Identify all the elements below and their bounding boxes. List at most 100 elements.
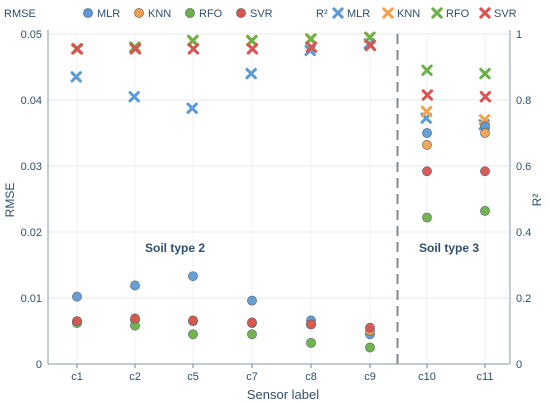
legend-swatch-cross-knn [382, 7, 394, 19]
r2-point-mlr [245, 67, 257, 80]
y-tick-label-left: 0.05 [21, 29, 42, 41]
legend-swatch-circle-rfo [185, 8, 195, 18]
y-tick-label-right: 0.8 [516, 95, 531, 107]
r2-point-rfo [421, 64, 433, 76]
rmse-point-svr [422, 166, 432, 177]
cross-stroke [128, 91, 140, 103]
y-tick-label-right: 0.4 [516, 227, 531, 239]
cross-stroke [187, 43, 200, 55]
cross-stroke [246, 34, 258, 47]
annotation-soil-type: Soil type 2 [145, 241, 205, 255]
x-tick-label: c9 [364, 371, 376, 383]
y-tick-label-left: 0 [36, 359, 42, 371]
rmse-point-mlr [130, 280, 140, 291]
cross-stroke [71, 43, 84, 55]
cross-stroke [305, 33, 317, 45]
r2-point-mlr [186, 102, 198, 114]
r2-point-rfo [305, 33, 317, 45]
rmse-point-svr [480, 166, 490, 177]
cross-stroke [479, 91, 492, 103]
x-tick-label: c8 [305, 371, 317, 383]
r2-point-rfo [187, 34, 199, 47]
y-tick-label-left: 0.01 [21, 293, 42, 305]
y-tick-label-right: 0 [516, 359, 522, 371]
r2-point-knn [420, 105, 433, 118]
legend-label-mlr: MLR [347, 8, 370, 20]
cross-stroke [364, 31, 376, 43]
r2-point-svr [246, 43, 259, 55]
r2-point-svr [187, 43, 200, 55]
rmse-point-rfo [480, 205, 490, 216]
rmse-point-mlr [72, 291, 82, 302]
cross-stroke [186, 102, 198, 114]
y-axis-label-right: R² [530, 194, 544, 207]
y-tick-label-right: 0.6 [516, 161, 531, 173]
y-axis-label-left: RMSE [3, 183, 17, 218]
rmse-point-rfo [422, 212, 432, 223]
cross-stroke [431, 7, 443, 19]
legend: RMSE MLR KNN RFO SVR R² MLR KNN RFO SVR [4, 7, 517, 20]
r2-point-svr [421, 89, 434, 101]
cross-stroke [479, 7, 491, 19]
rmse-point-rfo [247, 329, 257, 340]
legend-label-svr: SVR [494, 8, 517, 20]
chart-marks [70, 31, 492, 353]
y-tick-label-left: 0.04 [21, 95, 42, 107]
r2-point-svr [129, 43, 142, 55]
annotation-soil-type: Soil type 3 [419, 241, 479, 255]
legend-title-r2: R² [316, 8, 328, 20]
rmse-point-svr [130, 313, 140, 324]
r2-point-rfo [364, 31, 376, 43]
cross-stroke [420, 105, 433, 118]
grid [48, 33, 510, 365]
x-tick-label: c1 [71, 371, 83, 383]
r2-point-svr [305, 41, 318, 53]
legend-swatch-cross-mlr [332, 7, 344, 19]
legend-swatch-circle-mlr [83, 8, 93, 18]
cross-stroke [382, 7, 394, 19]
y-tick-label-right: 1 [516, 29, 522, 41]
legend-title-rmse: RMSE [4, 8, 36, 20]
cross-stroke [245, 67, 257, 80]
rmse-point-mlr [422, 128, 432, 138]
rmse-point-svr [72, 316, 82, 326]
rmse-point-knn [480, 128, 490, 138]
y-tick-label-right: 0.2 [516, 293, 531, 305]
rmse-point-svr [306, 319, 316, 330]
rmse-point-knn [422, 139, 432, 150]
rmse-point-rfo [188, 329, 198, 340]
x-tick-label: c10 [418, 371, 436, 383]
y-tick-label-left: 0.02 [21, 227, 42, 239]
r2-point-svr [364, 39, 377, 52]
x-tick-label: c7 [246, 371, 258, 383]
legend-label-svr: SVR [250, 8, 273, 20]
rmse-point-svr [365, 322, 375, 333]
legend-label-rfo: RFO [199, 8, 223, 20]
legend-swatch-circle-svr [236, 8, 246, 18]
cross-stroke [305, 41, 318, 53]
cross-stroke [129, 43, 142, 55]
cross-stroke [421, 89, 434, 101]
rmse-point-rfo [365, 342, 375, 353]
legend-swatch-cross-svr [479, 7, 491, 19]
x-tick-label: c5 [187, 371, 199, 383]
r2-point-svr [71, 43, 84, 55]
legend-label-mlr: MLR [97, 8, 120, 20]
rmse-point-rfo [306, 337, 316, 348]
rmse-point-svr [247, 317, 257, 328]
r2-point-rfo [246, 34, 258, 47]
cross-stroke [364, 39, 377, 52]
legend-label-knn: KNN [148, 8, 171, 20]
r2-point-svr [479, 91, 492, 103]
cross-stroke [479, 67, 491, 80]
rmse-point-mlr [247, 295, 257, 306]
rmse-point-mlr [188, 271, 198, 282]
r2-point-rfo [479, 67, 491, 80]
cross-stroke [187, 34, 199, 47]
y-tick-label-left: 0.03 [21, 161, 42, 173]
cross-stroke [421, 64, 433, 76]
x-tick-label: c2 [129, 371, 141, 383]
x-axis-label: Sensor label [247, 387, 319, 402]
legend-swatch-circle-knn [134, 8, 144, 18]
